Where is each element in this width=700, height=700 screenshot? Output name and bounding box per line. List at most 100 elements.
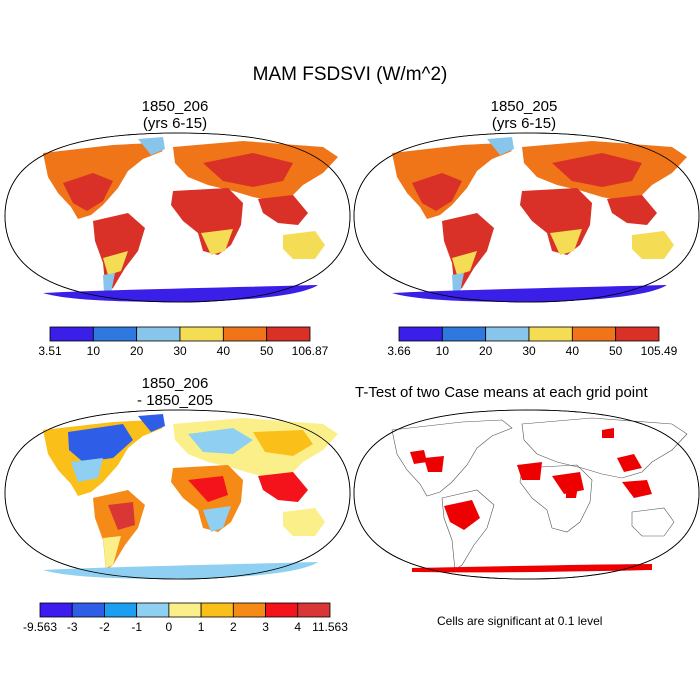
colorbar-swatch (168, 602, 202, 618)
colorbar-swatch (571, 326, 617, 342)
map-top-right (353, 132, 700, 303)
colorbar-swatch (265, 602, 299, 618)
colorbar-swatch (39, 602, 73, 618)
colorbar-tick-label: 30 (173, 344, 187, 358)
colorbar-swatch (615, 326, 660, 342)
panel-title-top-right: 1850_205 (yrs 6-15) (424, 98, 624, 132)
land-africa-south (550, 229, 582, 255)
colorbar-swatch (179, 326, 224, 342)
colorbar-tick-label: 3.66 (387, 344, 411, 358)
panel-title-bottom-right: T-Test of two Case means at each grid po… (355, 384, 700, 401)
land-australia (283, 508, 325, 536)
land-south-america-yellow (103, 251, 128, 275)
colorbar-tick-label: 11.563 (312, 620, 348, 634)
land-south-america-tip (103, 273, 115, 293)
land-southeast-asia (258, 472, 308, 502)
panel-title-line1: 1850_206 (141, 375, 209, 392)
panel-title-line1: T-Test of two Case means at each grid po… (355, 384, 648, 401)
colorbar-swatch (92, 326, 138, 342)
colorbar-swatch (398, 326, 443, 342)
land-south-america (442, 213, 494, 293)
panel-title-line1: 1850_206 (141, 98, 209, 115)
land-greenland (487, 137, 514, 155)
land-north-america-red (412, 173, 462, 211)
colorbar-swatch (266, 326, 311, 342)
colorbar-top-left: 3.51 10 20 30 40 50 106.87 (38, 326, 329, 358)
colorbar-tick-label: -9.563 (23, 620, 57, 634)
colorbar-swatch (49, 326, 94, 342)
land-greenland (138, 137, 165, 155)
land-north-america-lightblue (71, 458, 103, 482)
land-north-america-blue (68, 424, 133, 462)
colorbar-bottom-left: -9.563 -3 -2 -1 0 1 2 3 4 11.563 (23, 602, 348, 634)
colorbar-swatch (200, 602, 234, 618)
colorbar-tick-label: 20 (479, 344, 493, 358)
colorbar-tick-label: 50 (260, 344, 274, 358)
panel-title-line2: (yrs 6-15) (142, 115, 208, 132)
land-asia-red (203, 153, 293, 187)
map-bottom-right (353, 409, 700, 580)
colorbar-tick-label: 40 (217, 344, 231, 358)
land-africa-red (188, 476, 228, 502)
colorbar-swatch (104, 602, 138, 618)
map-bottom-left (4, 409, 351, 580)
panel-title-line1: 1850_205 (490, 98, 558, 115)
land-greenland (138, 414, 165, 432)
panel-title-bottom-left: 1850_206 - 1850_205 (75, 375, 275, 409)
panel-title-top-left: 1850_206 (yrs 6-15) (75, 98, 275, 132)
colorbar-swatch (297, 602, 331, 618)
land-outline-eurasia (521, 417, 688, 479)
colorbar-tick-label: -1 (131, 620, 142, 634)
land-outline-australia (631, 507, 675, 537)
colorbar-tick-label: 0 (166, 620, 173, 634)
colorbar-tick-label: -3 (67, 620, 78, 634)
colorbar-tick-label: 106.87 (292, 344, 329, 358)
colorbar-tick-label: 50 (609, 344, 623, 358)
land-outline-africa (519, 464, 593, 533)
land-outline-south-america (441, 489, 495, 571)
colorbar-tick-label: 3.51 (38, 344, 62, 358)
colorbar-tick-label: 20 (130, 344, 144, 358)
colorbar-tick-label: 105.49 (641, 344, 678, 358)
colorbar-tick-label: 30 (522, 344, 536, 358)
figure-title: MAM FSDSVI (W/m^2) (252, 64, 448, 85)
land-eurasia-orange (253, 430, 313, 456)
land-australia (632, 231, 674, 259)
colorbar-tick-label: 3 (262, 620, 269, 634)
land-africa-south (201, 229, 233, 255)
colorbar-swatch (528, 326, 573, 342)
land-southeast-asia (607, 195, 657, 225)
colorbar-top-right: 3.66 10 20 30 40 50 105.49 (387, 326, 678, 358)
colorbar-swatch (441, 326, 487, 342)
colorbar-tick-label: 2 (230, 620, 237, 634)
colorbar-tick-label: 1 (198, 620, 205, 634)
colorbar-tick-label: 10 (436, 344, 450, 358)
land-africa-south (203, 506, 231, 532)
colorbar-swatch (485, 326, 530, 342)
colorbar-swatch (71, 602, 105, 618)
land-south-america-yellow (452, 251, 477, 275)
land-north-america-red (63, 173, 113, 211)
panel-title-line2: - 1850_205 (137, 392, 213, 409)
land-australia (283, 231, 325, 259)
land-south-america (93, 213, 145, 293)
colorbar-swatch (136, 326, 181, 342)
colorbar-tick-label: 10 (87, 344, 101, 358)
land-south-america-tip (452, 273, 464, 293)
significant-cells (410, 428, 652, 573)
land-outline-north-america (391, 419, 513, 497)
land-asia-red (552, 153, 642, 187)
land-south-america-red (108, 502, 135, 530)
colorbar-tick-label: 40 (566, 344, 580, 358)
land-eurasia-blue (188, 428, 253, 454)
map-top-left (4, 132, 351, 303)
significance-note: Cells are significant at 0.1 level (437, 614, 603, 628)
land-southeast-asia (258, 195, 308, 225)
colorbar-swatch (136, 602, 170, 618)
panel-title-line2: (yrs 6-15) (491, 115, 557, 132)
colorbar-swatch (222, 326, 268, 342)
colorbar-tick-label: 4 (294, 620, 301, 634)
colorbar-swatch (232, 602, 266, 618)
land-south-america-yellow (103, 536, 121, 568)
colorbar-tick-label: -2 (99, 620, 110, 634)
